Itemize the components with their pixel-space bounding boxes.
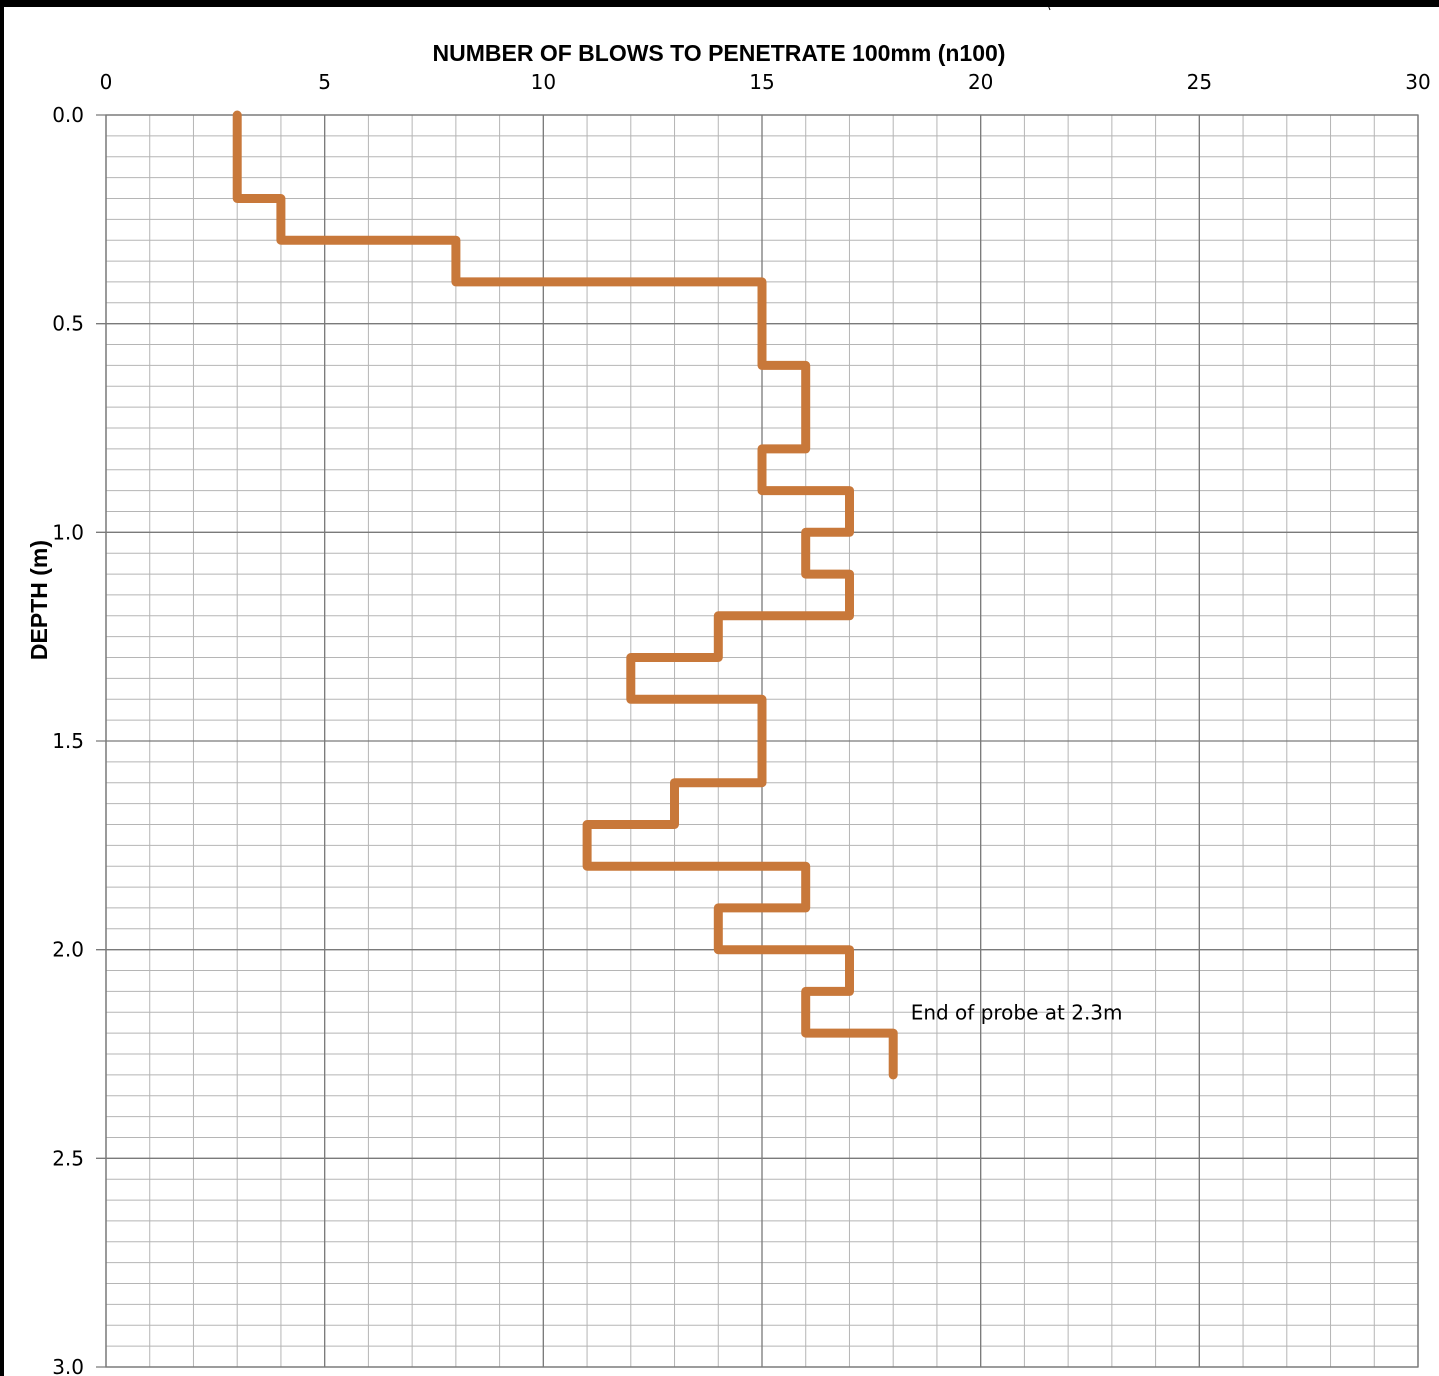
data-point	[761, 740, 763, 742]
data-point	[805, 1011, 807, 1013]
left-border	[0, 0, 4, 1376]
annotations-group: End of probe at 2.3m	[911, 1000, 1123, 1024]
data-point	[805, 886, 807, 888]
x-tick-label: 15	[749, 70, 774, 94]
data-point	[848, 594, 850, 596]
y-axis-ticks: 0.0 0.5 1.0 1.5 2.0 2.5 3.0	[52, 103, 84, 1376]
x-axis-ticks: 0 5 10 15 20 25 30	[100, 70, 1431, 94]
x-tick-label: 25	[1187, 70, 1212, 94]
data-point	[761, 323, 763, 325]
top-border	[0, 0, 1439, 7]
data-point	[848, 510, 850, 512]
data-point	[236, 156, 238, 158]
x-tick-label: 10	[531, 70, 556, 94]
corner-mark	[1045, 0, 1051, 11]
data-point	[586, 844, 588, 846]
x-tick-label: 5	[318, 70, 331, 94]
data-point	[805, 552, 807, 554]
y-tick-label: 1.0	[52, 520, 84, 544]
y-tick-label: 0.5	[52, 312, 84, 336]
x-tick-label: 30	[1405, 70, 1430, 94]
y-tick-label: 3.0	[52, 1355, 84, 1376]
data-point	[761, 469, 763, 471]
data-point	[280, 218, 282, 220]
data-point	[717, 928, 719, 930]
series-group	[232, 110, 898, 1080]
x-tick-label: 20	[968, 70, 993, 94]
data-point	[630, 677, 632, 679]
data-point	[805, 406, 807, 408]
y-tick-label: 0.0	[52, 103, 84, 127]
y-tick-label: 2.5	[52, 1146, 84, 1170]
data-point	[674, 803, 676, 805]
end-of-probe-annotation: End of probe at 2.3m	[911, 1000, 1123, 1024]
plot-frame	[105, 114, 1419, 1368]
data-point	[848, 970, 850, 972]
data-point	[892, 1053, 894, 1055]
x-tick-label: 0	[100, 70, 113, 94]
y-tick-label: 1.5	[52, 729, 84, 753]
x-axis-title: NUMBER OF BLOWS TO PENETRATE 100mm (n100…	[433, 40, 1006, 66]
y-tick-label: 2.0	[52, 938, 84, 962]
y-axis-title: DEPTH (m)	[26, 540, 52, 660]
data-point	[455, 260, 457, 262]
data-point	[717, 636, 719, 638]
